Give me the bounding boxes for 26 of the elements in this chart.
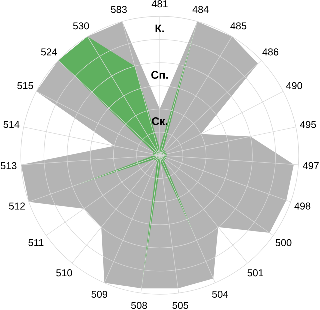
spoke-label: 511: [28, 240, 44, 247]
spoke-label: 497: [303, 162, 319, 170]
spoke-label: 498: [294, 202, 311, 210]
spoke-label: 508: [131, 302, 148, 310]
spoke-label: 500: [276, 240, 292, 247]
spoke-label: 504: [212, 291, 228, 298]
spoke-label: 495: [300, 121, 316, 128]
spoke-label: 524: [41, 48, 58, 56]
spoke-label: 512: [9, 202, 26, 210]
spoke-label: 484: [192, 6, 209, 14]
spoke-label: 515: [18, 82, 34, 90]
spoke-label: 514: [4, 121, 20, 128]
spoke-label: 583: [111, 6, 127, 14]
spoke-label: 485: [230, 22, 247, 30]
spoke-label: 505: [172, 302, 189, 310]
spoke-label: 490: [286, 82, 302, 90]
y-tick-label: Ск.: [152, 118, 168, 126]
spoke-label: 530: [73, 22, 90, 30]
spoke-label: 509: [92, 291, 108, 298]
spoke-label: 513: [0, 162, 17, 170]
spoke-label: 486: [262, 48, 279, 56]
y-tick-label: Сп.: [152, 71, 168, 80]
y-tick-label: К.: [156, 24, 164, 33]
spoke-label: 481: [152, 0, 168, 8]
spoke-label: 501: [248, 270, 264, 277]
spoke-label: 510: [56, 270, 72, 277]
